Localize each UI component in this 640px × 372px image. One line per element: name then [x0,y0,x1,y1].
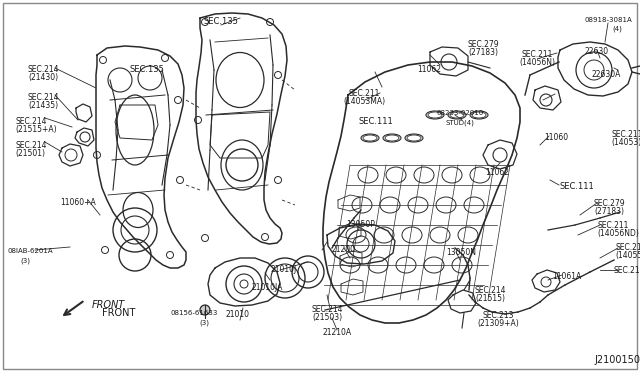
Text: SEC.279: SEC.279 [594,199,626,208]
Text: 21210A: 21210A [323,328,351,337]
Text: (27183): (27183) [468,48,498,57]
Text: 21010: 21010 [226,310,250,319]
Text: SEC.211: SEC.211 [613,266,640,275]
Text: 22630A: 22630A [591,70,621,79]
Text: (21435): (21435) [28,101,58,110]
Text: SEC.211: SEC.211 [522,50,553,59]
Text: 21010JA: 21010JA [252,283,283,292]
Text: FRONT: FRONT [92,300,125,310]
Text: (14056N): (14056N) [519,58,555,67]
Text: (21501): (21501) [15,149,45,158]
Text: SEC.214: SEC.214 [311,305,343,314]
Text: SEC.214: SEC.214 [28,93,60,102]
Text: SEC.214: SEC.214 [15,141,47,150]
Text: (14055): (14055) [615,251,640,260]
Text: SEC.211: SEC.211 [615,243,640,252]
Text: SEC.111: SEC.111 [559,182,594,191]
Text: (21503): (21503) [312,313,342,322]
Text: FRONT: FRONT [102,308,136,318]
Text: (21515): (21515) [475,294,505,303]
Text: 13050N: 13050N [446,248,476,257]
Text: (14056ND): (14056ND) [597,229,639,238]
Text: (3): (3) [20,257,30,263]
Text: 22630: 22630 [585,47,609,56]
Text: SEC.211: SEC.211 [597,221,628,230]
Text: 08233-02010: 08233-02010 [436,110,484,116]
Text: SEC.214: SEC.214 [28,65,60,74]
Text: 21010J: 21010J [271,265,297,274]
Text: 11060+A: 11060+A [60,198,96,207]
Text: 08918-3081A: 08918-3081A [584,17,632,23]
Text: (14053MA): (14053MA) [343,97,385,106]
Text: (21430): (21430) [28,73,58,82]
Text: (27183): (27183) [594,207,624,216]
Text: SEC.279: SEC.279 [467,40,499,49]
Text: SEC.211: SEC.211 [611,130,640,139]
Text: SEC.213: SEC.213 [483,311,514,320]
Text: SEC.214: SEC.214 [15,117,47,126]
Text: (21309+A): (21309+A) [477,319,519,328]
Text: 08156-61633: 08156-61633 [170,310,218,316]
Text: 21200: 21200 [331,245,355,254]
Text: 11060: 11060 [544,133,568,142]
Text: J2100150: J2100150 [594,355,640,365]
Text: STUD(4): STUD(4) [445,119,474,125]
Text: SEC.135: SEC.135 [204,17,239,26]
Text: 11062: 11062 [417,65,441,74]
Text: SEC.214: SEC.214 [474,286,506,295]
Text: 11062: 11062 [485,168,509,177]
Text: 08IAB-6201A: 08IAB-6201A [8,248,54,254]
Text: SEC.111: SEC.111 [358,117,394,126]
Text: (14053): (14053) [611,138,640,147]
Text: (4): (4) [612,26,622,32]
Text: SEC.135: SEC.135 [129,65,164,74]
Text: 11061A: 11061A [552,272,582,281]
Text: SEC.211: SEC.211 [348,89,380,98]
Text: 13050P: 13050P [347,220,376,229]
Text: (21515+A): (21515+A) [15,125,56,134]
Text: (3): (3) [199,319,209,326]
Circle shape [200,305,210,315]
